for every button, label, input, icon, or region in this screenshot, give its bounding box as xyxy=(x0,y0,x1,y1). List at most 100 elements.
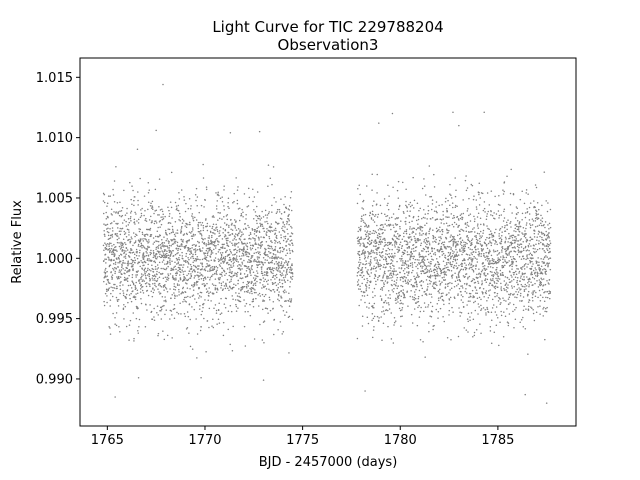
data-point xyxy=(247,205,250,207)
data-point xyxy=(198,275,201,277)
data-point xyxy=(177,258,179,261)
data-point xyxy=(231,224,233,226)
data-point xyxy=(418,227,420,229)
data-point xyxy=(277,262,279,265)
data-point xyxy=(365,185,368,187)
data-point xyxy=(370,272,373,274)
data-point xyxy=(403,296,405,299)
data-point xyxy=(430,260,432,263)
data-point xyxy=(279,264,282,267)
data-point xyxy=(272,300,275,303)
data-point xyxy=(155,258,158,260)
data-point xyxy=(194,251,197,253)
data-point xyxy=(527,244,530,247)
data-point xyxy=(450,270,453,272)
data-point xyxy=(510,242,513,245)
data-point xyxy=(134,286,137,288)
data-point xyxy=(110,286,112,288)
data-point xyxy=(257,275,259,278)
data-point xyxy=(522,233,524,235)
data-point xyxy=(288,243,290,245)
data-point xyxy=(263,271,266,273)
data-point xyxy=(426,222,428,224)
data-point xyxy=(220,284,223,287)
data-point xyxy=(247,310,249,313)
data-point xyxy=(220,253,223,256)
data-point xyxy=(194,216,196,219)
data-point xyxy=(515,273,518,276)
data-point xyxy=(480,332,482,334)
data-point xyxy=(191,247,193,249)
data-point xyxy=(191,235,194,237)
data-point xyxy=(235,220,237,222)
data-point xyxy=(385,260,388,262)
data-point xyxy=(426,270,429,273)
data-point xyxy=(532,292,535,294)
data-point xyxy=(511,234,514,237)
data-point xyxy=(483,224,485,226)
data-point xyxy=(164,286,167,289)
data-point xyxy=(500,256,502,258)
data-point xyxy=(292,244,294,246)
data-point xyxy=(511,258,513,261)
data-point xyxy=(254,248,257,251)
data-point xyxy=(413,275,415,278)
data-point xyxy=(157,288,159,290)
data-point xyxy=(533,278,536,280)
data-point xyxy=(451,238,454,241)
data-point xyxy=(512,294,514,296)
data-point xyxy=(268,230,271,232)
data-point xyxy=(464,245,467,248)
data-point xyxy=(227,205,229,208)
data-point xyxy=(209,256,212,258)
data-point xyxy=(373,257,375,259)
data-point xyxy=(265,254,267,256)
data-point xyxy=(526,266,528,268)
data-point xyxy=(198,278,200,281)
data-point xyxy=(364,213,367,216)
data-point xyxy=(486,257,488,259)
data-point xyxy=(408,253,410,256)
data-point xyxy=(500,288,502,290)
data-point xyxy=(450,287,453,289)
data-point xyxy=(454,255,456,258)
data-point xyxy=(418,263,421,265)
data-point xyxy=(107,227,109,230)
data-point xyxy=(187,256,189,259)
data-point xyxy=(240,234,243,236)
data-point xyxy=(205,243,208,245)
data-point xyxy=(502,297,504,299)
data-point xyxy=(422,247,425,250)
data-point xyxy=(391,253,393,255)
data-point xyxy=(398,267,400,269)
data-point xyxy=(460,241,463,244)
data-point xyxy=(189,277,192,279)
data-point xyxy=(252,217,255,220)
data-point xyxy=(367,235,369,237)
data-point xyxy=(205,186,208,188)
data-point xyxy=(254,284,257,286)
data-point xyxy=(162,254,164,257)
data-point xyxy=(436,302,439,305)
data-point xyxy=(178,284,180,286)
data-point xyxy=(390,267,392,269)
data-point xyxy=(169,261,171,264)
data-point xyxy=(451,282,453,285)
data-point xyxy=(360,274,362,277)
data-point xyxy=(369,260,372,263)
data-point xyxy=(419,207,421,210)
data-point xyxy=(133,295,135,297)
data-point xyxy=(439,282,442,285)
data-point xyxy=(396,233,399,235)
data-point xyxy=(483,295,485,298)
data-point xyxy=(381,287,384,289)
data-point xyxy=(202,163,204,166)
data-point xyxy=(236,189,239,191)
data-point xyxy=(247,291,249,293)
data-point xyxy=(195,318,197,320)
data-point xyxy=(427,265,429,267)
data-point xyxy=(508,313,511,315)
data-point xyxy=(230,275,232,278)
data-point xyxy=(166,260,169,263)
data-point xyxy=(444,257,447,259)
